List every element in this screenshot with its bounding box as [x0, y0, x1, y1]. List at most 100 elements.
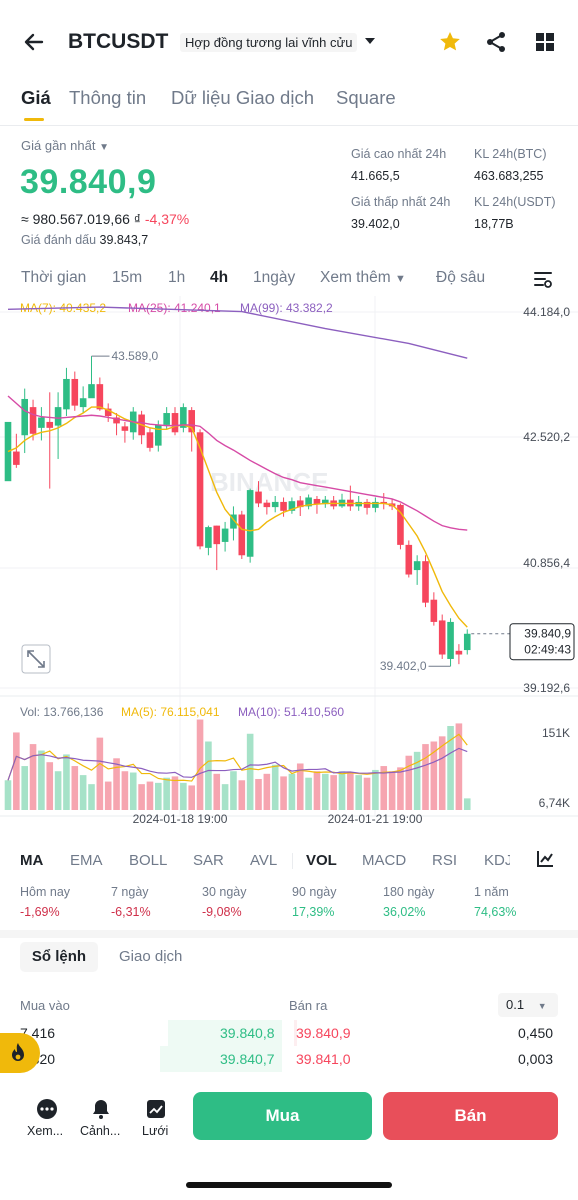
candle-body	[255, 491, 262, 504]
volume-bar	[246, 733, 254, 810]
interval-1d[interactable]: 1ngày	[253, 269, 296, 286]
volume-bar	[296, 763, 304, 810]
candle-body	[438, 620, 446, 655]
candle-body	[246, 490, 254, 557]
precision-select[interactable]: 0.1 ▼	[498, 993, 558, 1017]
performance-label: 180 ngày	[383, 885, 435, 899]
volume-bar	[230, 771, 237, 810]
indicator-ma[interactable]: MA	[20, 852, 44, 869]
candlestick-chart[interactable]: MA(7): 40.435,2 MA(25): 41.240,1 MA(99):…	[0, 296, 578, 826]
candle-body	[71, 378, 79, 406]
interval-1h[interactable]: 1h	[168, 269, 186, 286]
candle-body	[188, 410, 195, 433]
indicator-boll[interactable]: BOLL	[129, 852, 168, 869]
bell-icon[interactable]	[90, 1098, 112, 1120]
chevron-down-icon[interactable]	[364, 36, 376, 46]
alert-label[interactable]: Cảnh...	[80, 1124, 121, 1138]
volume-bar	[271, 764, 279, 810]
candle-body	[21, 398, 28, 436]
tab-trading-data[interactable]: Dữ liệu Giao dịch	[171, 87, 314, 108]
interval-15m[interactable]: 15m	[112, 269, 143, 286]
share-icon[interactable]	[484, 30, 508, 54]
volume-bar	[13, 732, 20, 810]
volume-bar	[221, 784, 229, 810]
candle-body	[413, 561, 421, 571]
performance-value: 36,02%	[383, 905, 426, 919]
volume-bar	[38, 750, 45, 810]
candle-body	[180, 407, 187, 428]
grid-icon[interactable]	[533, 30, 557, 54]
candle-body	[463, 633, 471, 651]
ask-qty: 0,003	[518, 1051, 554, 1067]
contract-type-badge[interactable]: Hợp đồng tương lai vĩnh cửu	[180, 33, 358, 52]
tab-square[interactable]: Square	[336, 87, 396, 108]
performance-value: -1,69%	[20, 905, 60, 919]
indicator-vol[interactable]: VOL	[306, 852, 337, 869]
volume-bar	[305, 777, 312, 810]
bid-price[interactable]: 39.840,8	[220, 1025, 275, 1041]
volume-bar	[146, 781, 154, 810]
chart-settings-icon[interactable]	[532, 268, 554, 290]
back-arrow-icon[interactable]	[22, 30, 46, 54]
candle-body	[63, 378, 70, 410]
interval-4h[interactable]: 4h	[210, 269, 229, 286]
candle-body	[296, 500, 304, 508]
interval-time[interactable]: Thời gian	[21, 269, 87, 286]
price-conversion: ≈ 980.567.019,66 ₫ -4,37%	[21, 211, 190, 227]
tab-orderbook[interactable]: Sổ lệnh	[20, 942, 98, 972]
candle-body	[430, 599, 438, 622]
more-label[interactable]: Xem...	[27, 1124, 64, 1138]
candle-body	[313, 498, 321, 505]
interval-depth[interactable]: Độ sâu	[436, 269, 486, 286]
fullscreen-button[interactable]	[21, 644, 51, 674]
indicator-kdj[interactable]: KDJ	[484, 852, 510, 869]
grid-label[interactable]: Lưới	[142, 1124, 169, 1138]
tab-price[interactable]: Giá	[21, 87, 51, 108]
indicator-rsi[interactable]: RSI	[432, 852, 458, 869]
candle-body	[88, 384, 95, 399]
divider	[292, 853, 293, 869]
ask-header: Bán ra	[289, 998, 328, 1013]
performance-label: 90 ngày	[292, 885, 337, 899]
tab-info[interactable]: Thông tin	[69, 87, 147, 108]
vol-usdt-label: KL 24h(USDT)	[474, 195, 556, 209]
date-tick: 2024-01-18 19:00	[133, 812, 228, 826]
symbol-title[interactable]: BTCUSDT	[68, 30, 169, 53]
candle-body	[372, 501, 379, 508]
candle-body	[13, 451, 20, 465]
more-icon[interactable]	[36, 1098, 58, 1120]
indicator-avl[interactable]: AVL	[250, 852, 278, 869]
ask-price[interactable]: 39.840,9	[296, 1025, 351, 1041]
ask-price[interactable]: 39.841,0	[296, 1051, 351, 1067]
high-24h-value: 41.665,5	[351, 169, 400, 183]
candle-body	[79, 398, 87, 408]
tab-trades[interactable]: Giao dịch	[119, 948, 183, 965]
volume-bar	[113, 758, 120, 810]
hot-floating-button[interactable]	[0, 1033, 40, 1073]
candle-body	[363, 501, 371, 508]
bid-price[interactable]: 39.840,7	[220, 1051, 275, 1067]
sell-button[interactable]: Bán	[383, 1092, 558, 1140]
performance-value: -9,08%	[202, 905, 242, 919]
volume-bar	[422, 744, 429, 810]
section-separator	[0, 930, 578, 938]
candle-body	[305, 497, 312, 507]
indicator-settings-icon[interactable]	[535, 849, 555, 869]
indicator-ema[interactable]: EMA	[70, 852, 103, 869]
interval-more[interactable]: Xem thêm ▼	[320, 269, 406, 286]
star-icon[interactable]	[438, 30, 462, 54]
volume-bar	[330, 775, 337, 810]
volume-bar	[121, 771, 129, 810]
grid-bot-icon[interactable]	[145, 1098, 167, 1120]
indicator-macd[interactable]: MACD	[362, 852, 407, 869]
candle-body	[146, 432, 154, 448]
last-price-label[interactable]: Giá gần nhất ▼	[21, 138, 109, 153]
volume-tick: 151K	[542, 726, 570, 740]
volume-bar	[29, 744, 37, 810]
volume-bar	[238, 780, 246, 810]
candle-body	[280, 501, 287, 511]
buy-button[interactable]: Mua	[193, 1092, 372, 1140]
price-tick: 42.520,2	[523, 430, 570, 444]
indicator-sar[interactable]: SAR	[193, 852, 224, 869]
volume-bar	[430, 741, 438, 810]
